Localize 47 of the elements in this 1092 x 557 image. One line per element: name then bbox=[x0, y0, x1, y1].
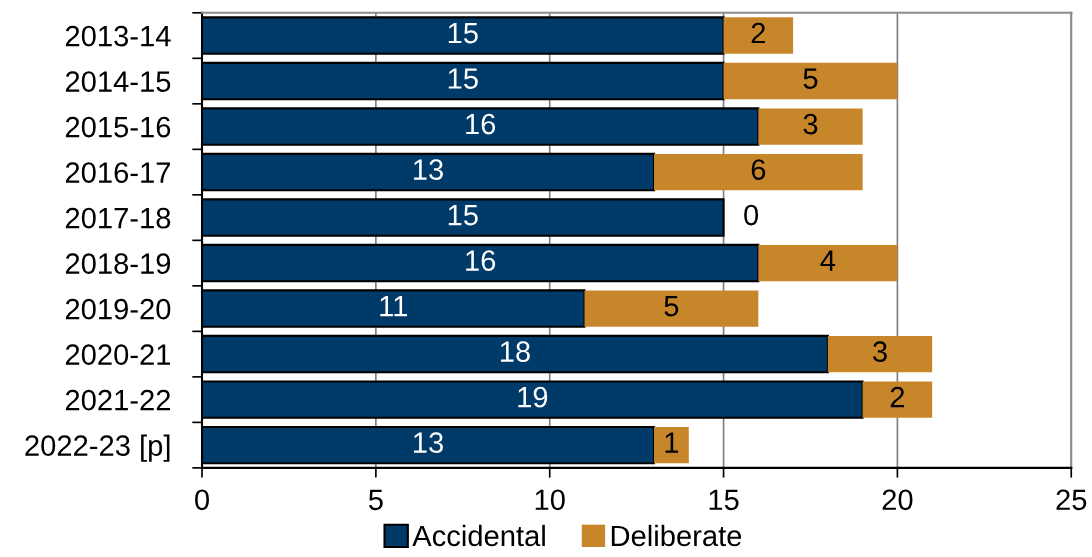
data-label: 16 bbox=[466, 113, 496, 135]
y-tick-label: 2013-14 bbox=[65, 25, 171, 47]
bar bbox=[723, 62, 898, 100]
bar bbox=[758, 244, 898, 282]
data-label: 15 bbox=[448, 205, 478, 226]
data-label: 5 bbox=[664, 296, 679, 317]
data-label: 1 bbox=[665, 432, 679, 453]
y-tick-label: 2019-20 bbox=[65, 298, 171, 320]
data-label: 18 bbox=[500, 341, 530, 362]
y-tick-label: 2018-19 bbox=[65, 253, 171, 274]
data-label: 4 bbox=[820, 250, 836, 271]
data-label: 19 bbox=[518, 386, 548, 408]
data-label: 13 bbox=[414, 432, 443, 453]
data-label: 0 bbox=[744, 204, 759, 226]
bar bbox=[827, 335, 933, 373]
bar bbox=[862, 381, 933, 418]
x-tick-label: 5 bbox=[368, 489, 383, 511]
y-tick-label: 2020-21 bbox=[65, 344, 171, 365]
data-label: 16 bbox=[466, 250, 496, 271]
y-tick-label: 2014-15 bbox=[65, 71, 171, 92]
data-label: 3 bbox=[803, 113, 818, 135]
x-tick-label: 0 bbox=[195, 489, 209, 511]
y-tick-label: 2022-23 [p] bbox=[25, 434, 170, 462]
legend-label: Accidental bbox=[412, 524, 545, 547]
bar bbox=[723, 17, 794, 54]
data-label: 5 bbox=[803, 68, 818, 89]
y-tick-label: 2017-18 bbox=[65, 207, 171, 229]
data-label: 3 bbox=[873, 341, 887, 362]
legend-label: Deliberate bbox=[611, 524, 742, 547]
data-label: 2 bbox=[890, 386, 905, 408]
data-label: 15 bbox=[448, 68, 478, 89]
x-tick-label: 10 bbox=[535, 489, 565, 511]
bar bbox=[654, 426, 689, 464]
y-tick-label: 2015-16 bbox=[65, 116, 171, 138]
data-label: 6 bbox=[751, 159, 766, 180]
x-tick-label: 20 bbox=[882, 489, 913, 511]
data-label: 13 bbox=[414, 159, 443, 180]
y-tick-label: 2016-17 bbox=[65, 162, 171, 183]
x-tick-label: 15 bbox=[709, 489, 739, 511]
bar bbox=[758, 108, 863, 145]
bar bbox=[584, 290, 759, 327]
data-label: 11 bbox=[380, 296, 407, 317]
y-tick-label: 2021-22 bbox=[65, 389, 171, 411]
data-label: 15 bbox=[448, 23, 478, 44]
data-label: 2 bbox=[751, 22, 765, 44]
x-tick-label: 25 bbox=[1056, 489, 1087, 511]
bar bbox=[654, 153, 863, 191]
